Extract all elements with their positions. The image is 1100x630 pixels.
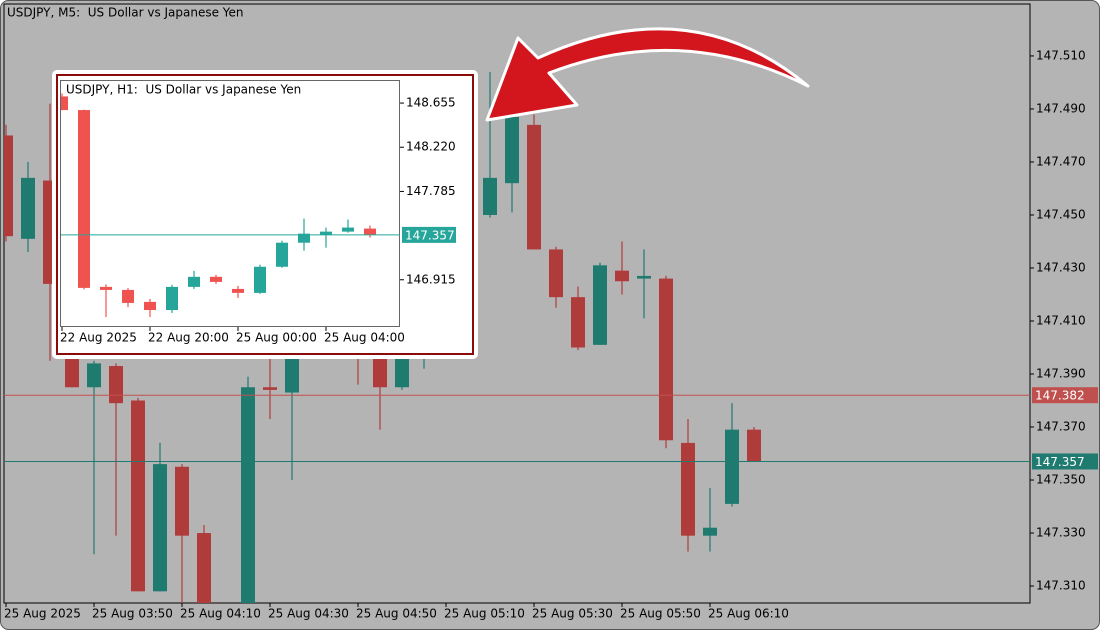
x-tick-label: 25 Aug 04:10	[180, 607, 261, 621]
price-label: 147.357	[1035, 455, 1085, 469]
y-tick-label: 147.430	[1036, 260, 1086, 274]
candle-body	[144, 301, 156, 311]
x-tick-label: 25 Aug 05:50	[620, 607, 701, 621]
plot-area	[61, 93, 400, 318]
candle-body	[21, 177, 35, 239]
inset-plot-border	[60, 80, 400, 327]
candle-body	[571, 297, 585, 348]
y-tick-label: 147.310	[1036, 579, 1086, 593]
candle-body	[100, 286, 112, 290]
candle-body	[166, 286, 178, 311]
candle-body	[131, 400, 145, 592]
x-tick-label: 25 Aug 03:50	[92, 607, 173, 621]
candle-body	[593, 265, 607, 345]
candle-body	[298, 233, 310, 243]
candle-body	[4, 135, 13, 237]
x-tick-label: 25 Aug 2025	[4, 607, 81, 621]
y-tick-label: 146.915	[406, 272, 456, 286]
inset-chart: 147.357 148.655 148.220 147.785 146.915 22 Au…	[60, 80, 456, 345]
y-tick-label: 148.220	[406, 140, 456, 154]
candle-body	[210, 276, 222, 282]
candle-body	[175, 466, 189, 536]
candle-body	[659, 278, 673, 441]
inset-panel: 147.357 148.655 148.220 147.785 146.915 22 Au…	[52, 70, 478, 359]
candle-body	[232, 288, 244, 293]
plot-background	[60, 80, 400, 327]
candle-body	[549, 249, 563, 298]
y-tick-label: 147.410	[1036, 313, 1086, 327]
candle-body	[527, 124, 541, 250]
candle-body	[395, 355, 409, 388]
candle-body	[276, 242, 288, 267]
candle-body	[241, 387, 255, 603]
plot-border	[3, 3, 1031, 604]
candle-body	[109, 366, 123, 404]
x-tick-label: 22 Aug 2025	[60, 331, 137, 345]
y-tick-label: 147.510	[1036, 48, 1086, 62]
y-tick-label: 147.390	[1036, 367, 1086, 381]
candle-body	[342, 227, 354, 232]
candle-body	[320, 231, 332, 235]
candle-body	[681, 442, 695, 536]
candle-body	[747, 429, 761, 462]
candle-body	[263, 387, 277, 390]
x-tick-label: 25 Aug 04:50	[356, 607, 437, 621]
candle-body	[61, 96, 68, 111]
price-label: 147.357	[405, 228, 455, 242]
price-label-box	[1032, 453, 1098, 470]
x-tick-label: 25 Aug 04:30	[268, 607, 349, 621]
x-tick-label: 25 Aug 04:00	[324, 331, 405, 345]
candle-body	[483, 177, 497, 215]
y-tick-label: 147.470	[1036, 154, 1086, 168]
candle-body	[122, 289, 134, 303]
candle-body	[637, 275, 651, 279]
candle-body	[87, 363, 101, 388]
x-tick-label: 25 Aug 00:00	[236, 331, 317, 345]
chart-title: USDJPY, H1: US Dollar vs Japanese Yen	[66, 83, 301, 97]
x-tick-label: 25 Aug 06:10	[708, 607, 789, 621]
y-tick-label: 147.350	[1036, 473, 1086, 487]
y-tick-label: 147.370	[1036, 420, 1086, 434]
candle-body	[364, 228, 376, 235]
pointer-arrow	[485, 27, 810, 122]
y-tick-label: 147.490	[1036, 101, 1086, 115]
candle-body	[78, 110, 90, 288]
candle-body	[725, 429, 739, 504]
candle-body	[615, 270, 629, 282]
candle-body	[703, 527, 717, 536]
x-tick-label: 25 Aug 05:10	[444, 607, 525, 621]
y-tick-label: 147.785	[406, 184, 456, 198]
price-label-box	[402, 226, 456, 243]
candle-body	[153, 464, 167, 592]
candle-body	[188, 276, 200, 287]
price-label: 147.382	[1035, 389, 1085, 403]
chart-title: USDJPY, M5: US Dollar vs Japanese Yen	[7, 6, 244, 20]
y-tick-label: 148.655	[406, 96, 456, 110]
candle-body	[505, 116, 519, 184]
candle-body	[197, 533, 211, 603]
y-tick-label: 147.330	[1036, 526, 1086, 540]
x-tick-label: 25 Aug 05:30	[532, 607, 613, 621]
price-label-box	[1032, 387, 1098, 404]
candle-body	[373, 355, 387, 388]
y-tick-label: 147.450	[1036, 207, 1086, 221]
x-tick-label: 22 Aug 20:00	[148, 331, 229, 345]
candle-body	[254, 266, 266, 293]
